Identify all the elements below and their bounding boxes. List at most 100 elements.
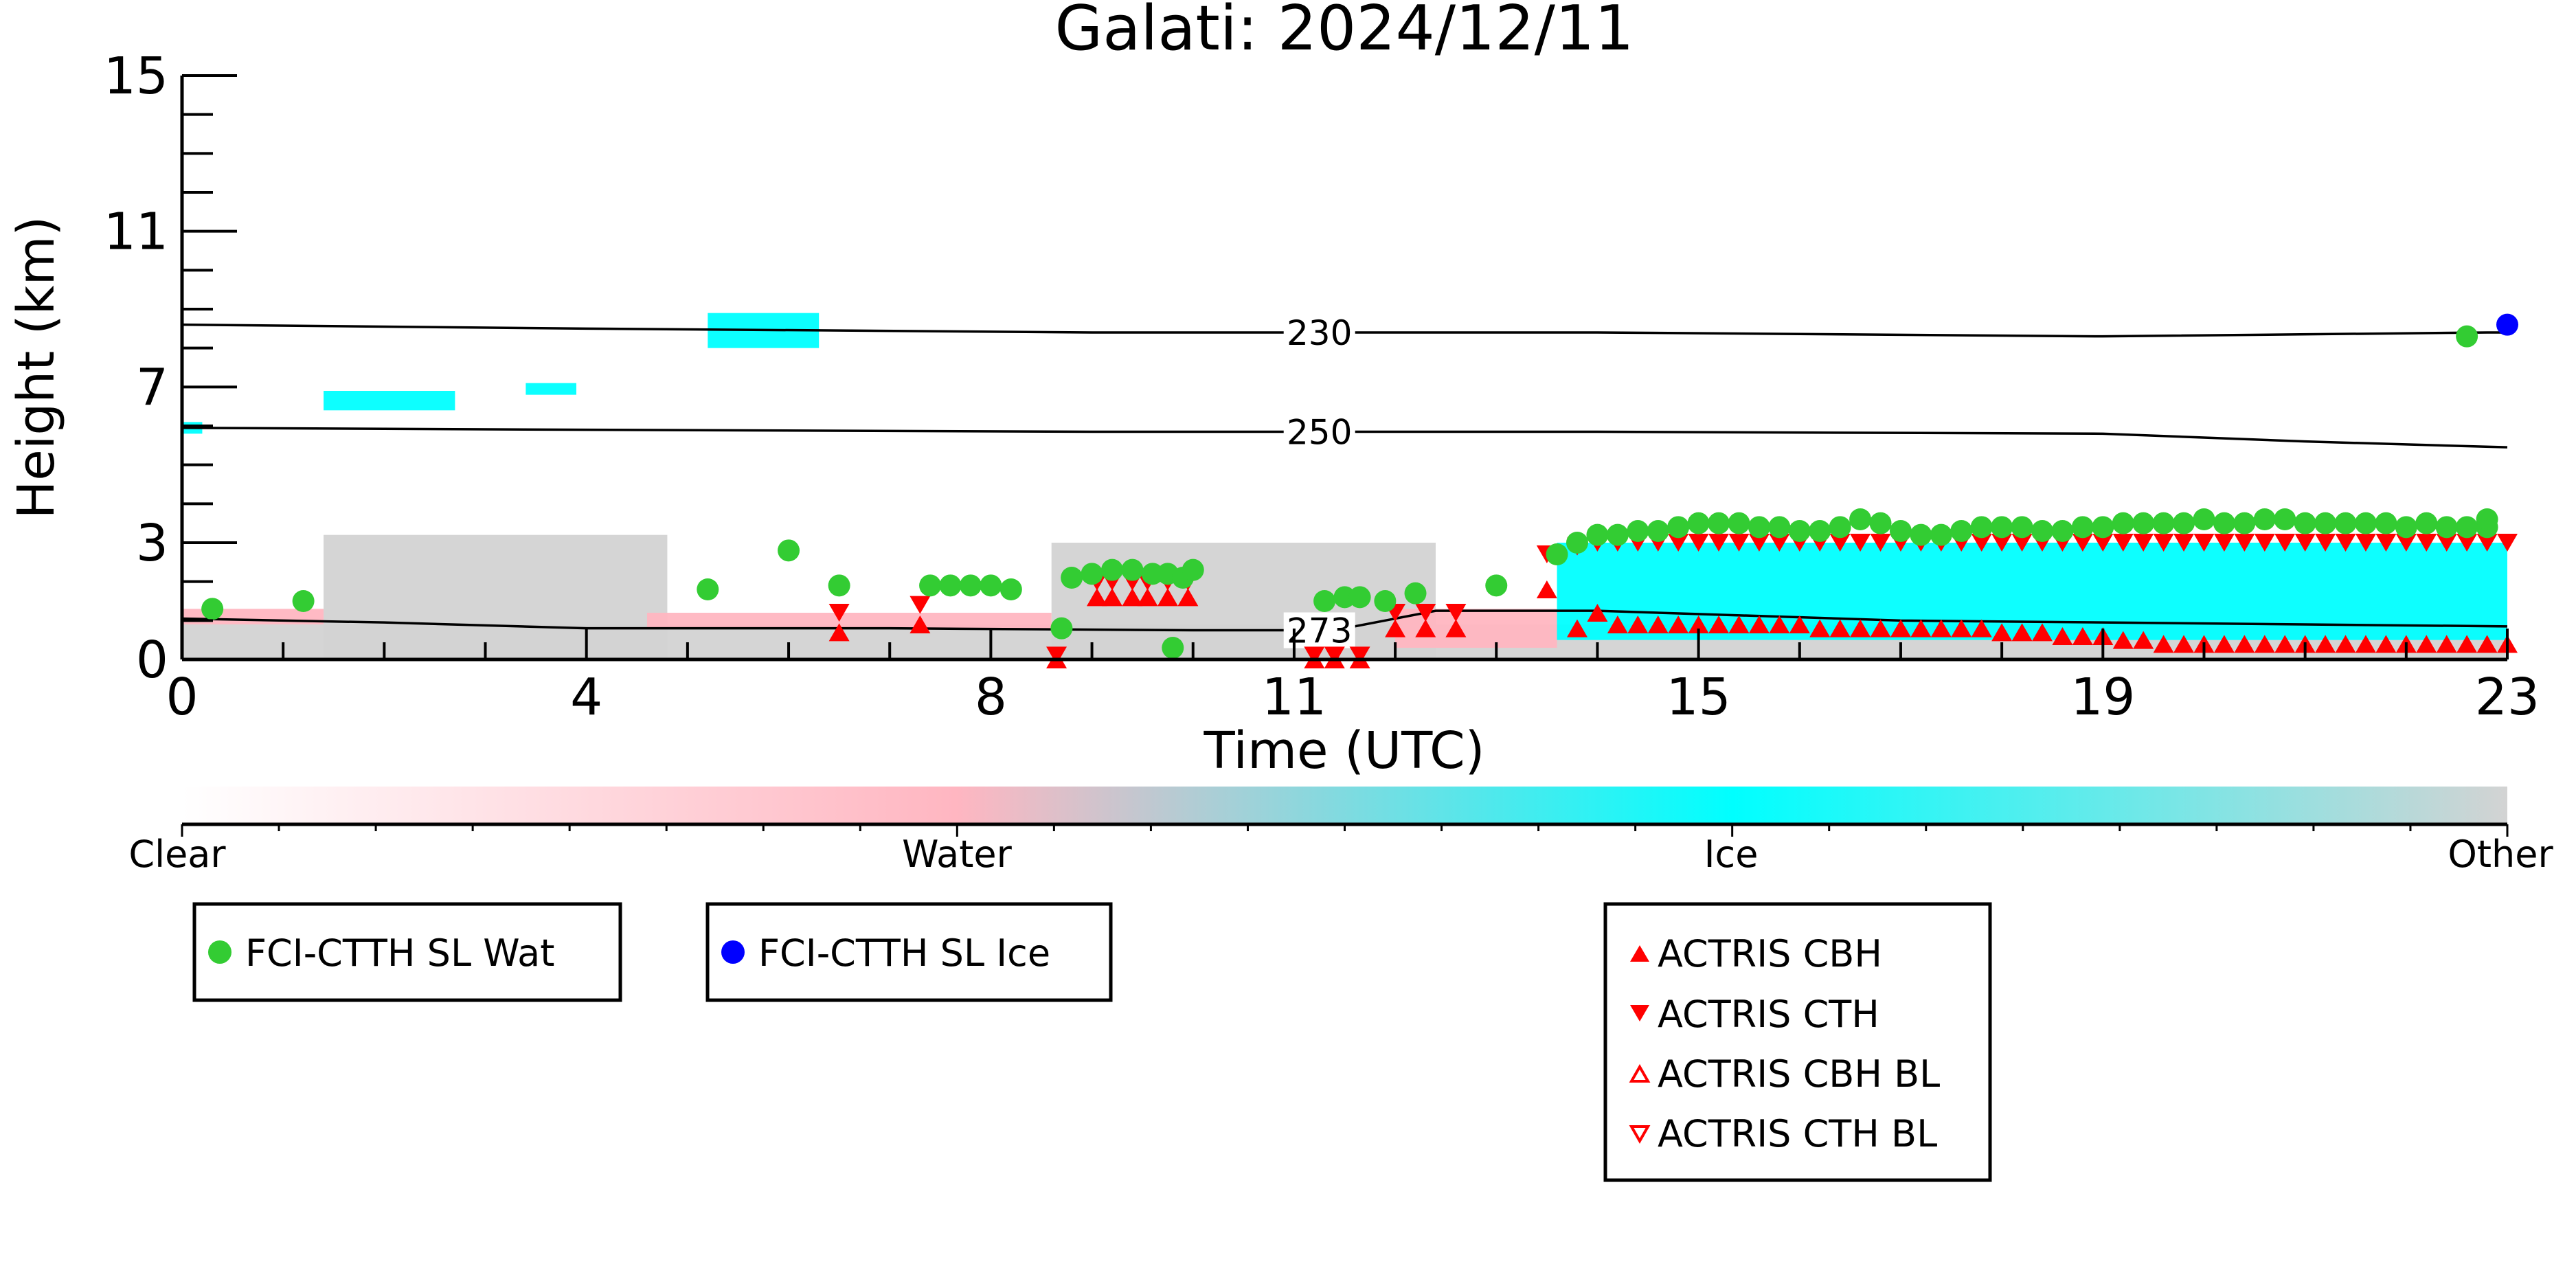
point-fci-ctth-sl-wat: [1768, 516, 1791, 539]
point-actris-cbh: [1748, 615, 1770, 633]
point-actris-cth: [2011, 534, 2033, 552]
point-actris-cbh: [1910, 619, 1932, 637]
point-actris-cbh: [1930, 619, 1952, 637]
colorbar-label-clear: Clear: [128, 833, 226, 876]
point-actris-cbh: [1627, 615, 1649, 633]
point-fci-ctth-sl-wat: [1809, 520, 1831, 542]
point-fci-ctth-sl-wat: [1061, 567, 1083, 589]
point-fci-ctth-sl-wat: [2071, 516, 2094, 539]
legend-marker-fci-wat: [208, 940, 231, 964]
point-fci-ctth-sl-wat: [1182, 558, 1204, 581]
point-fci-ctth-sl-wat: [2051, 520, 2074, 542]
point-actris-cbh: [1157, 588, 1178, 607]
point-actris-cbh: [2436, 635, 2457, 653]
point-actris-cth: [2294, 534, 2316, 552]
point-actris-cbh: [1385, 619, 1406, 637]
point-actris-cbh: [1789, 615, 1810, 633]
point-actris-cbh: [1445, 619, 1467, 637]
point-actris-cth: [2416, 534, 2437, 552]
point-actris-cth: [1688, 534, 1709, 552]
x-axis-label: Time (UTC): [1203, 721, 1484, 780]
point-actris-cbh: [1688, 615, 1709, 633]
point-fci-ctth-sl-wat: [1748, 516, 1770, 539]
point-fci-ctth-sl-wat: [2274, 508, 2296, 530]
point-fci-ctth-sl-wat: [778, 539, 800, 562]
y-tick-label: 7: [136, 358, 168, 417]
point-actris-cbh: [1536, 580, 1557, 598]
point-fci-ctth-sl-wat: [1162, 637, 1184, 659]
y-ticks: 0 3 7 11 15: [104, 47, 237, 690]
point-actris-cbh: [2456, 635, 2478, 653]
point-actris-cth: [1668, 534, 1689, 552]
point-fci-ctth-sl-wat: [2375, 512, 2397, 534]
point-fci-ctth-sl-wat: [1869, 512, 1892, 534]
point-actris-cbh: [2274, 635, 2296, 653]
legend-box-fci-ice: FCI-CTTH SL Ice: [705, 902, 1113, 1002]
point-fci-ctth-sl-wat: [999, 578, 1022, 600]
point-fci-ctth-sl-wat: [2314, 512, 2337, 534]
legend-box-fci-wat: FCI-CTTH SL Wat: [192, 902, 622, 1002]
point-actris-cbh: [2112, 631, 2134, 649]
isotherm-line-230: [181, 323, 2507, 338]
point-actris-cth: [2274, 534, 2296, 552]
point-actris-cth: [1349, 646, 1370, 665]
colorbar-ticks: [181, 824, 2509, 837]
data-markers: [201, 313, 2518, 668]
point-actris-cth: [1324, 646, 1345, 665]
point-actris-cbh: [2052, 627, 2073, 645]
point-actris-cbh: [1177, 588, 1199, 607]
point-fci-ctth-sl-wat: [2435, 516, 2458, 539]
legend-label-actris-cth: ACTRIS CTH: [1658, 993, 1879, 1036]
point-fci-ctth-sl-wat: [1586, 523, 1609, 546]
point-fci-ctth-sl-wat: [1788, 520, 1811, 542]
point-fci-ctth-sl-wat: [919, 574, 942, 597]
point-fci-ctth-sl-wat: [2233, 512, 2256, 534]
point-fci-ctth-sl-wat: [1991, 516, 2013, 539]
point-fci-ctth-sl-wat: [1333, 586, 1356, 609]
legend-label-fci-wat: FCI-CTTH SL Wat: [245, 931, 554, 975]
point-fci-ctth-sl-wat: [1606, 523, 1629, 546]
point-fci-ctth-sl-wat: [1404, 582, 1427, 605]
point-fci-ctth-sl-wat: [1708, 512, 1730, 534]
point-actris-cbh: [2254, 635, 2275, 653]
point-actris-cbh: [2375, 635, 2397, 653]
point-actris-cth: [1991, 534, 2013, 552]
chart-title: Galati: 2024/12/11: [1054, 0, 1634, 65]
point-actris-cbh: [1850, 619, 1871, 637]
point-actris-cbh: [2213, 635, 2235, 653]
point-actris-cbh: [1708, 615, 1730, 633]
point-fci-ctth-sl-wat: [2213, 512, 2235, 534]
x-tick-label: 15: [1667, 668, 1731, 727]
y-tick-label: 11: [104, 203, 168, 262]
point-actris-cbh: [2011, 623, 2033, 642]
point-actris-cth: [2315, 534, 2336, 552]
point-actris-cth: [2213, 534, 2235, 552]
x-tick-label: 19: [2070, 668, 2135, 727]
x-tick-label: 23: [2475, 668, 2540, 727]
point-fci-ctth-sl-wat: [1050, 617, 1073, 640]
x-tick-label: 4: [570, 668, 602, 727]
point-fci-ctth-sl-wat: [1950, 520, 1973, 542]
point-actris-cbh: [1647, 615, 1669, 633]
point-fci-ctth-sl-wat: [828, 574, 850, 597]
point-fci-ctth-sl-wat: [2395, 516, 2417, 539]
point-actris-cbh: [1971, 619, 1992, 637]
point-actris-cth: [2133, 534, 2154, 552]
point-fci-ctth-sl-wat: [2253, 508, 2276, 530]
point-actris-cth: [2173, 534, 2195, 552]
point-actris-cbh: [1991, 623, 2013, 642]
point-actris-cth: [2254, 534, 2275, 552]
point-fci-ctth-sl-wat: [1627, 520, 1649, 542]
point-actris-cbh: [2355, 635, 2376, 653]
point-fci-ctth-sl-wat: [1141, 563, 1164, 585]
point-actris-cbh: [2335, 635, 2356, 653]
legend-label-fci-ice: FCI-CTTH SL Ice: [758, 931, 1050, 975]
point-actris-cth: [1850, 534, 1871, 552]
colorbar: Clear Water Ice Other: [128, 787, 2553, 876]
point-fci-ctth-sl-wat: [1546, 543, 1568, 565]
region-water: [647, 613, 1052, 629]
y-tick-label: 15: [104, 47, 168, 106]
x-ticks: 0 4 8 11 15 19 23: [166, 629, 2540, 727]
y-tick-label: 0: [136, 631, 168, 690]
